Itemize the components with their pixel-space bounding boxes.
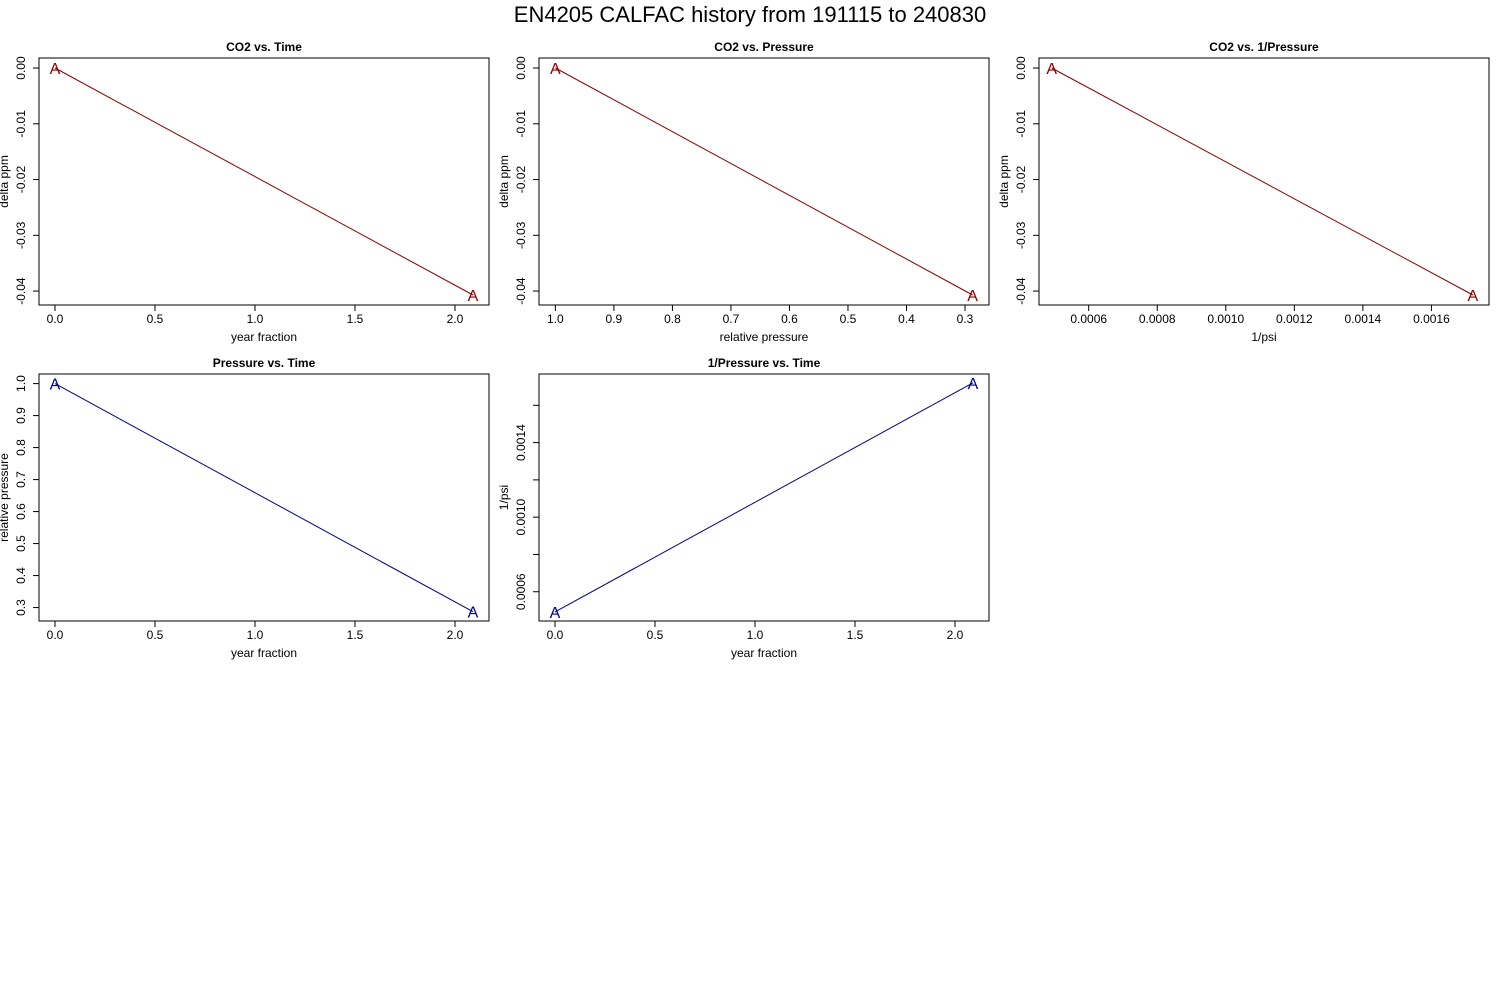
series-line <box>1051 67 1474 296</box>
x-tick-label: 0.5 <box>147 628 164 642</box>
panel-title: CO2 vs. Time <box>226 40 302 54</box>
plot-frame <box>1038 57 1490 306</box>
x-tick-label: 0.3 <box>957 312 974 326</box>
y-tick-label: 0.6 <box>14 503 28 520</box>
y-tick-label: -0.02 <box>14 166 28 194</box>
x-tick-label: 0.0006 <box>1070 312 1107 326</box>
y-tick-label: 0.3 <box>14 599 28 616</box>
x-tick-label: 0.0010 <box>1207 312 1244 326</box>
x-tick-label: 0.0014 <box>1345 312 1382 326</box>
y-tick-label: 0.00 <box>1014 56 1028 80</box>
chart-panel-4: Pressure vs. Time 0.0 0.5 1.0 1.5 2.0 0.3 0.4 0.… <box>0 356 490 660</box>
plot-frame <box>38 57 490 306</box>
y-tick-label: -0.04 <box>14 277 28 305</box>
figure-title: EN4205 CALFAC history from 191115 to 240… <box>514 2 986 27</box>
x-tick-label: 2.0 <box>447 312 464 326</box>
chart-panel-2: CO2 vs. Pressure 1.0 0.9 0.8 0.7 0.6 0.5 0.4 0.3… <box>497 40 990 344</box>
series-line <box>555 67 973 296</box>
x-tick-label: 0.0 <box>547 628 564 642</box>
y-tick-label: -0.03 <box>1014 221 1028 249</box>
panel-title: CO2 vs. Pressure <box>714 40 814 54</box>
x-tick-label: 1.0 <box>247 628 264 642</box>
x-tick-label: 0.0012 <box>1276 312 1313 326</box>
y-tick-label: 0.0006 <box>514 573 528 610</box>
x-axis-label: 1/psi <box>1251 330 1276 344</box>
y-tick-label: 0.0010 <box>514 498 528 535</box>
y-axis-label: delta ppm <box>497 155 511 208</box>
y-axis-label: relative pressure <box>0 453 11 542</box>
x-axis-label: year fraction <box>231 646 297 660</box>
y-tick-label: -0.03 <box>14 221 28 249</box>
plot-frame <box>538 57 990 306</box>
plot-frame <box>538 373 990 622</box>
panel-title: 1/Pressure vs. Time <box>708 356 821 370</box>
chart-panel-5: 1/Pressure vs. Time 0.0 0.5 1.0 1.5 2.0 0.0006… <box>497 356 990 660</box>
plot-frame <box>38 373 490 622</box>
x-axis-label: year fraction <box>231 330 297 344</box>
panel-title: CO2 vs. 1/Pressure <box>1209 40 1319 54</box>
x-tick-label: 1.0 <box>247 312 264 326</box>
x-tick-label: 0.0016 <box>1413 312 1450 326</box>
series-line <box>54 383 474 613</box>
y-tick-label: -0.01 <box>1014 110 1028 138</box>
y-tick-label: -0.02 <box>514 166 528 194</box>
x-tick-label: 0.0 <box>47 628 64 642</box>
data-point-marker: A <box>550 61 561 78</box>
y-tick-label: -0.04 <box>514 277 528 305</box>
y-tick-label: 0.00 <box>514 56 528 80</box>
series-line <box>54 67 474 296</box>
x-tick-label: 0.0008 <box>1139 312 1176 326</box>
data-point-marker: A <box>468 605 479 622</box>
x-tick-label: 0.7 <box>723 312 740 326</box>
x-tick-label: 0.5 <box>647 628 664 642</box>
y-tick-label: -0.04 <box>1014 277 1028 305</box>
y-axis-label: 1/psi <box>497 485 511 510</box>
x-axis-label: year fraction <box>731 646 797 660</box>
x-tick-label: 0.5 <box>147 312 164 326</box>
x-tick-label: 0.9 <box>606 312 623 326</box>
panel-title: Pressure vs. Time <box>213 356 316 370</box>
y-tick-label: 0.9 <box>14 407 28 424</box>
y-tick-label: -0.01 <box>14 110 28 138</box>
y-tick-label: 0.8 <box>14 439 28 456</box>
data-point-marker: A <box>550 605 561 622</box>
x-tick-label: 1.5 <box>847 628 864 642</box>
y-tick-label: -0.03 <box>514 221 528 249</box>
y-tick-label: 0.7 <box>14 471 28 488</box>
x-axis-label: relative pressure <box>720 330 809 344</box>
x-tick-label: 0.5 <box>840 312 857 326</box>
data-point-marker: A <box>50 61 61 78</box>
x-tick-label: 0.6 <box>781 312 798 326</box>
x-tick-label: 0.4 <box>898 312 915 326</box>
data-point-marker: A <box>1468 288 1479 305</box>
data-point-marker: A <box>1046 61 1057 78</box>
x-tick-label: 1.0 <box>747 628 764 642</box>
y-tick-label: -0.01 <box>514 110 528 138</box>
y-tick-label: 0.00 <box>14 56 28 80</box>
chart-panels: CO2 vs. Time 0.0 0.5 1.0 1.5 2.0 0.00 -0.01 -0.0… <box>0 40 1490 660</box>
y-tick-label: 1.0 <box>14 375 28 392</box>
x-tick-label: 1.5 <box>347 312 364 326</box>
y-axis-label: delta ppm <box>997 155 1011 208</box>
x-tick-label: 0.8 <box>664 312 681 326</box>
x-tick-label: 1.0 <box>547 312 564 326</box>
series-line <box>554 382 974 613</box>
y-tick-label: 0.5 <box>14 535 28 552</box>
x-tick-label: 2.0 <box>447 628 464 642</box>
x-tick-label: 1.5 <box>347 628 364 642</box>
data-point-marker: A <box>50 377 61 394</box>
chart-panel-3: CO2 vs. 1/Pressure 0.0006 0.0008 0.0010 0.00… <box>997 40 1490 344</box>
y-tick-label: 0.0014 <box>514 424 528 461</box>
x-tick-label: 0.0 <box>47 312 64 326</box>
data-point-marker: A <box>967 288 978 305</box>
y-axis-label: delta ppm <box>0 155 11 208</box>
x-tick-label: 2.0 <box>947 628 964 642</box>
chart-panel-1: CO2 vs. Time 0.0 0.5 1.0 1.5 2.0 0.00 -0.01 -0.0… <box>0 40 490 344</box>
y-tick-label: 0.4 <box>14 567 28 584</box>
y-tick-label: -0.02 <box>1014 166 1028 194</box>
data-point-marker: A <box>968 376 979 393</box>
data-point-marker: A <box>468 288 479 305</box>
